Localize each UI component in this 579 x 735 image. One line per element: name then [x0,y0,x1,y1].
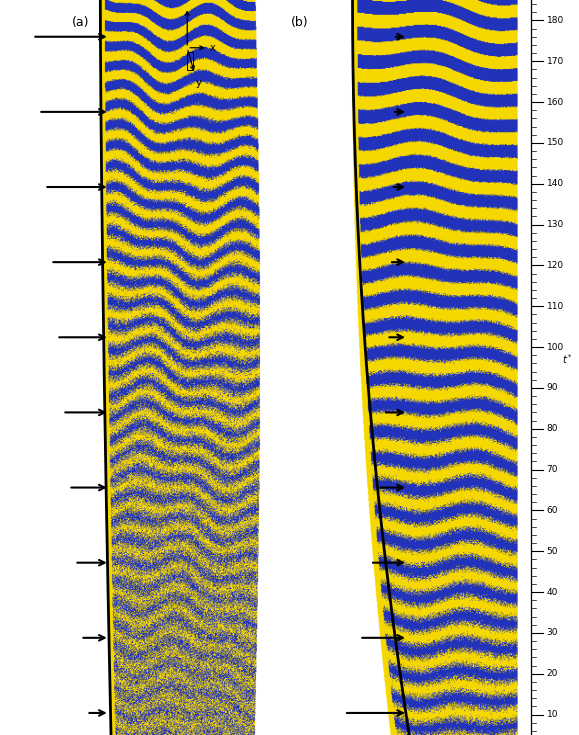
Text: 150: 150 [547,138,564,148]
Text: 180: 180 [547,16,564,25]
Text: 140: 140 [547,179,564,188]
Text: 70: 70 [547,465,558,474]
Text: 40: 40 [547,587,558,597]
Text: 170: 170 [547,57,564,65]
Text: 30: 30 [547,628,558,637]
Text: 100: 100 [547,343,564,351]
Text: 130: 130 [547,220,564,229]
Text: y: y [195,78,201,88]
Text: z: z [185,0,190,1]
Text: 50: 50 [547,547,558,556]
Text: 110: 110 [547,302,564,311]
Text: x: x [210,43,215,53]
Text: (a): (a) [72,16,90,29]
Text: 90: 90 [547,384,558,392]
Text: 80: 80 [547,424,558,433]
Text: 120: 120 [547,261,564,270]
Text: 60: 60 [547,506,558,515]
Text: 160: 160 [547,98,564,107]
Bar [187,51,193,70]
Text: $t^*$: $t^*$ [562,353,573,366]
Text: 10: 10 [547,710,558,719]
Text: 20: 20 [547,670,558,678]
Text: (b): (b) [291,16,308,29]
